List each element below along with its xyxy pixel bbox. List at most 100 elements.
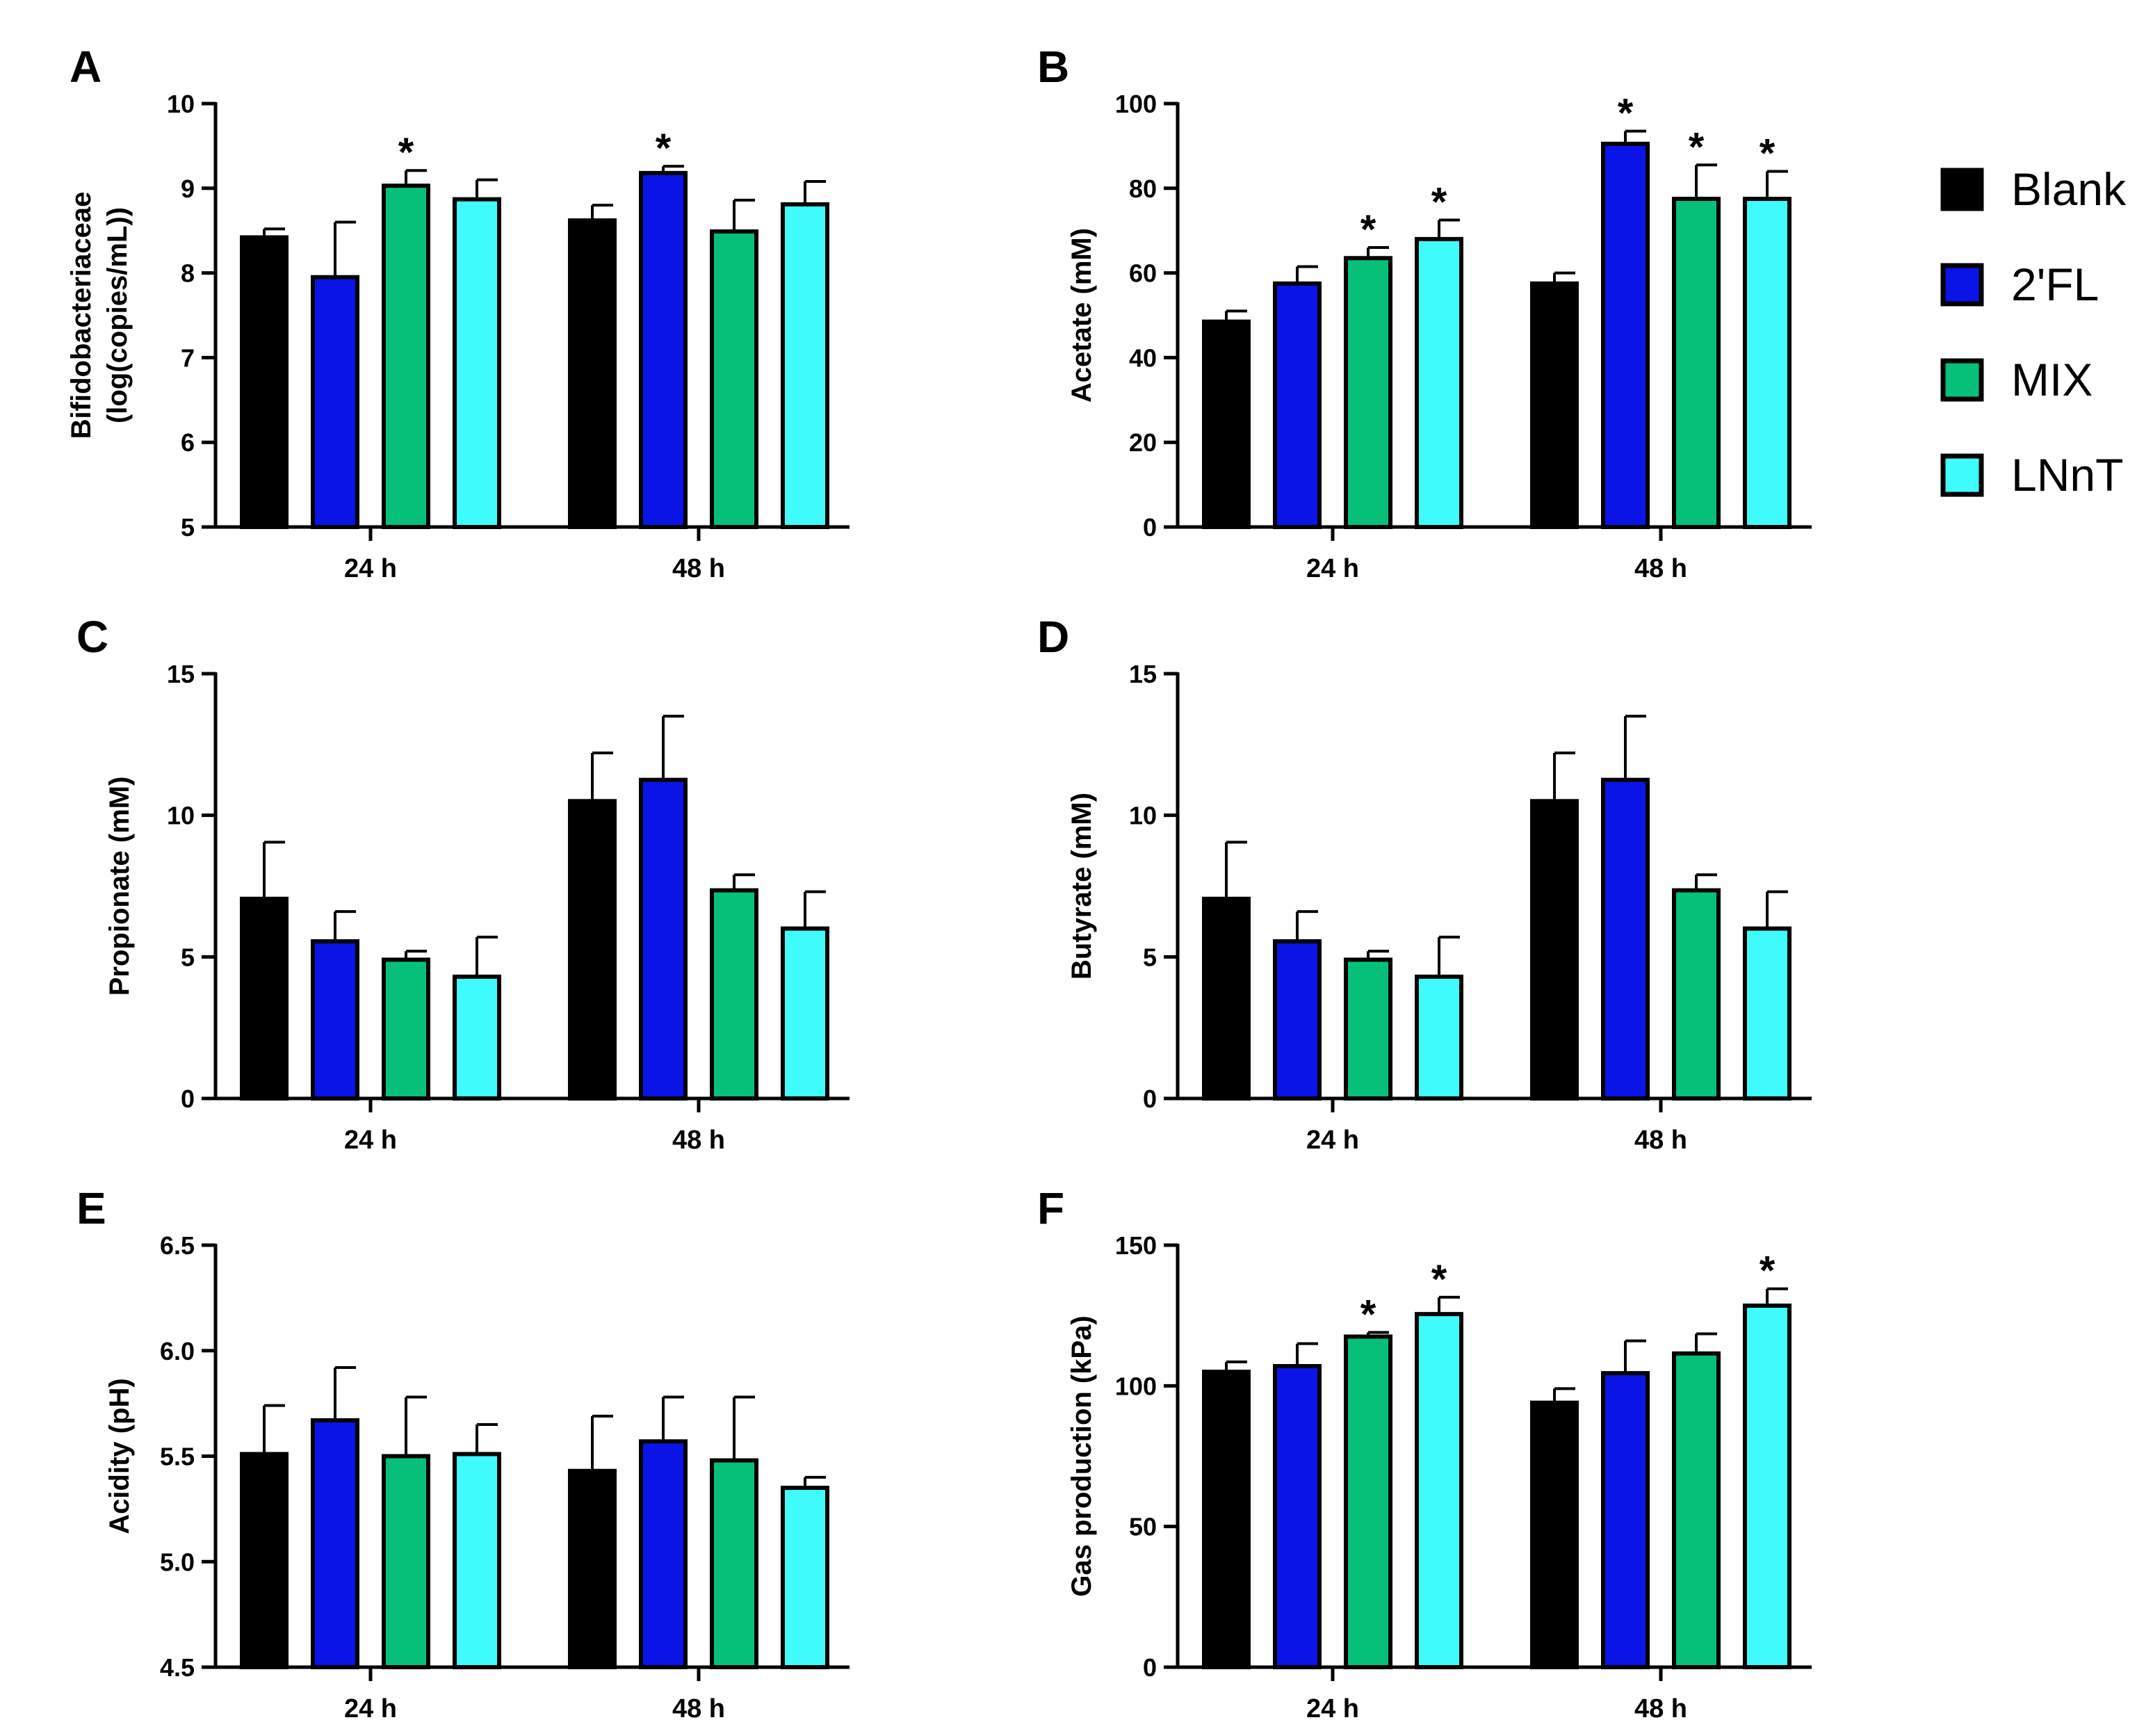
y-axis-title: Acidity (pH) <box>104 1378 135 1534</box>
bar-mix <box>1344 256 1392 529</box>
significance-star: * <box>1618 91 1634 136</box>
y-tick-label: 5 <box>181 943 195 971</box>
bar-2fl <box>1273 939 1322 1101</box>
panel-f: F 0 50 100 150 * * * 24 h 48 h Gas production (kPa… <box>1037 1183 1812 1723</box>
y-tick-label: 4.5 <box>160 1653 195 1682</box>
bar-2fl <box>311 939 359 1101</box>
bar-mix <box>710 1458 758 1670</box>
y-tick-label: 7 <box>181 343 195 372</box>
legend-swatch-lnnt <box>1940 453 1984 497</box>
bar-2fl <box>311 275 359 529</box>
bar-mix <box>1672 1351 1721 1669</box>
y-axis-title: Acetate (mM) <box>1066 228 1097 403</box>
bar-lnnt <box>781 202 829 529</box>
panel-letter: A <box>70 42 101 92</box>
panel-b: B 0 20 40 60 80 100 * * * * * 24 h 48 h Acetate (mM) <box>1037 42 1812 583</box>
bar-blank <box>568 799 617 1101</box>
bar-mix <box>1672 888 1721 1101</box>
bar-mix <box>1672 197 1721 529</box>
bar-blank <box>1202 319 1251 529</box>
y-tick-label: 0 <box>1143 513 1157 542</box>
y-tick-label: 5 <box>181 513 195 542</box>
y-tick-label: 40 <box>1129 343 1157 372</box>
y-tick-label: 5.5 <box>160 1443 195 1471</box>
bar-blank <box>240 896 289 1101</box>
panel-letter: D <box>1037 612 1069 662</box>
legend-swatch-blank <box>1940 168 1984 211</box>
bar-lnnt <box>453 1452 501 1670</box>
y-tick-label: 100 <box>1115 90 1157 118</box>
x-category-label: 48 h <box>672 1694 725 1723</box>
bar-blank <box>240 235 289 529</box>
x-category-label: 24 h <box>344 1126 397 1155</box>
y-tick-label: 10 <box>1129 802 1157 830</box>
x-category-label: 24 h <box>1306 554 1359 583</box>
x-category-label: 48 h <box>1634 554 1687 583</box>
y-tick-label: 6 <box>181 428 195 457</box>
y-axis-title: Propionate (mM) <box>104 777 135 996</box>
bar-2fl <box>639 1439 688 1669</box>
significance-star: * <box>1431 1257 1447 1302</box>
y-tick-label: 15 <box>1129 660 1157 688</box>
panel-c: C 0 5 10 15 24 h 48 h Propionate (mM) <box>76 612 850 1155</box>
bar-lnnt <box>453 974 501 1101</box>
bar-2fl <box>1601 1371 1650 1669</box>
significance-star: * <box>1360 207 1376 252</box>
bar-2fl <box>639 170 688 529</box>
x-category-label: 48 h <box>1634 1126 1687 1155</box>
panel-letter: C <box>76 612 108 662</box>
significance-star: * <box>1360 1292 1376 1337</box>
x-category-label: 24 h <box>1306 1126 1359 1155</box>
y-tick-label: 0 <box>181 1085 195 1113</box>
legend-label: MIX <box>2011 354 2093 405</box>
bar-blank <box>1202 896 1251 1101</box>
bar-2fl <box>311 1418 359 1670</box>
significance-star: * <box>1760 131 1776 176</box>
y-tick-label: 100 <box>1115 1372 1157 1400</box>
bar-lnnt <box>453 197 501 529</box>
bar-2fl <box>1601 777 1650 1101</box>
bar-2fl <box>639 777 688 1101</box>
x-category-label: 48 h <box>1634 1694 1687 1723</box>
bar-lnnt <box>781 1486 829 1669</box>
bar-mix <box>710 888 758 1101</box>
y-tick-label: 10 <box>167 802 195 830</box>
chart-panels: A 5 6 7 8 9 10 * * 24 h 48 h Bifidobacteriaceae (log… <box>66 42 1812 1723</box>
significance-star: * <box>1431 179 1447 225</box>
bar-lnnt <box>1743 926 1792 1101</box>
x-category-label: 24 h <box>344 1694 397 1723</box>
x-category-label: 48 h <box>672 1126 725 1155</box>
bar-lnnt <box>1415 236 1463 529</box>
y-tick-label: 80 <box>1129 175 1157 203</box>
bar-blank <box>240 1452 289 1670</box>
bar-lnnt <box>781 926 829 1101</box>
panel-d: D 0 5 10 15 24 h 48 h Butyrate (mM) <box>1037 612 1812 1155</box>
y-tick-label: 6.0 <box>160 1337 195 1365</box>
y-axis-subtitle: (log(copies/mL)) <box>102 207 133 423</box>
y-tick-label: 50 <box>1129 1513 1157 1541</box>
y-tick-label: 60 <box>1129 259 1157 288</box>
y-tick-label: 0 <box>1143 1085 1157 1113</box>
bar-mix <box>1344 957 1392 1101</box>
legend: Blank 2'FL MIX LNnT <box>1940 163 2127 501</box>
x-category-label: 24 h <box>1306 1694 1359 1723</box>
y-axis-title: Bifidobacteriaceae <box>66 192 97 439</box>
significance-star: * <box>1760 1249 1776 1294</box>
legend-label: 2'FL <box>2011 259 2099 310</box>
panel-letter: F <box>1037 1183 1064 1233</box>
panel-e: E 4.5 5.0 5.5 6.0 6.5 24 h 48 h Acidity (pH) <box>76 1183 850 1723</box>
panel-letter: E <box>76 1183 106 1233</box>
bar-mix <box>382 957 430 1101</box>
legend-label: LNnT <box>2011 449 2123 501</box>
y-tick-label: 8 <box>181 259 195 288</box>
significance-star: * <box>398 130 414 175</box>
y-tick-label: 20 <box>1129 428 1157 457</box>
y-axis-title: Butyrate (mM) <box>1066 793 1097 980</box>
y-tick-label: 0 <box>1143 1653 1157 1682</box>
panel-a: A 5 6 7 8 9 10 * * 24 h 48 h Bifidobacteriaceae (log… <box>66 42 850 583</box>
bar-blank <box>1530 799 1579 1101</box>
y-tick-label: 6.5 <box>160 1231 195 1260</box>
legend-swatch-mix <box>1940 358 1984 402</box>
bar-2fl <box>1601 141 1650 530</box>
